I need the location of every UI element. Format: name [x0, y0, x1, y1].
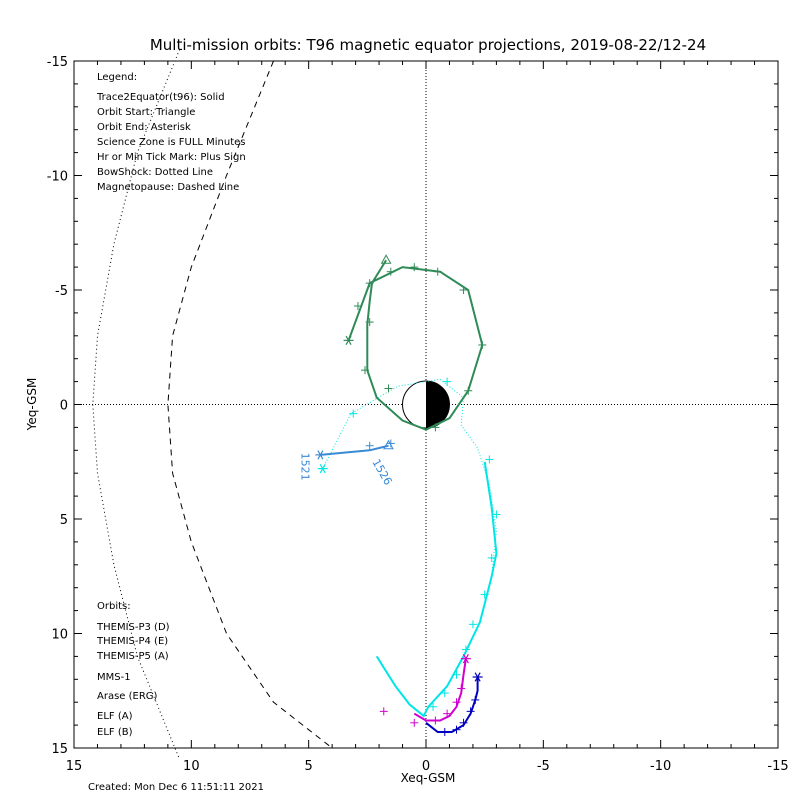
- tick-mark-0-5: [478, 340, 487, 349]
- orbit-item-themis-p3: THEMIS-P3 (D): [96, 622, 170, 633]
- series-themis-p3-d-solid: [375, 461, 498, 718]
- orbits-heading: Orbits:: [97, 601, 131, 612]
- earth-symbol: [402, 380, 450, 429]
- legend-line-orbit-end: Orbit End: Asterisk: [97, 122, 191, 133]
- series-themis-p4-e: [425, 677, 479, 733]
- tick-mark-0-4: [459, 286, 468, 294]
- legend-line-orbit-start: Orbit Start: Triangle: [97, 107, 195, 118]
- tick-mark-1-7: [461, 645, 470, 654]
- tick-mark-0-2: [410, 263, 419, 272]
- end-marker-themis-p3-d: [317, 463, 328, 474]
- orbit-item-arase: Arase (ERG): [97, 691, 158, 702]
- tick-mark-3-0: [440, 727, 449, 736]
- legend: Legend: Trace2Equator(t96): Solid Orbit …: [96, 72, 246, 193]
- tick-mark-1-5: [480, 590, 489, 599]
- tick-mark-0-1: [386, 267, 395, 276]
- tick-mark-1-3: [492, 510, 501, 519]
- legend-line-science-zone: Science Zone is FULL Minutes: [97, 137, 246, 148]
- tick-mark-0-8: [384, 384, 393, 393]
- y-tick-label: -5: [55, 284, 68, 299]
- magnetopause-line: [167, 60, 333, 749]
- tick-mark-0-3: [433, 267, 442, 276]
- tick-mark-1-6: [468, 620, 477, 629]
- tick-mark-1-4: [487, 553, 496, 562]
- tick-mark-2-1: [410, 718, 419, 727]
- x-tick-label: 15: [66, 759, 83, 774]
- tick-mark-0-9: [365, 318, 374, 327]
- y-axis-title: Yeq-GSM: [25, 378, 39, 432]
- legend-heading: Legend:: [97, 72, 137, 83]
- tick-mark-1-2: [485, 455, 494, 464]
- tick-mark-4-0: [365, 441, 374, 450]
- end-marker-themis-p4-e: [472, 672, 483, 682]
- tick-mark-2-4: [452, 698, 461, 707]
- tick-mark-0-6: [464, 386, 473, 395]
- orbit-item-elf-b: ELF (B): [97, 727, 133, 738]
- y-tick-label: 0: [60, 399, 68, 414]
- tick-mark-0-7: [431, 423, 440, 432]
- tick-mark-4-1: [386, 439, 395, 448]
- y-tick-label: -10: [47, 170, 68, 185]
- time-annotation-1521: 1521: [299, 453, 312, 481]
- x-axis-title: Xeq-GSM: [401, 771, 456, 785]
- axes: 15 10 5 0 -5 -10 -15 -15 -10 -5 0 5 10 15: [47, 55, 789, 774]
- orbit-item-elf-a: ELF (A): [97, 711, 133, 722]
- orbits-legend: Orbits: THEMIS-P3 (D) THEMIS-P4 (E) THEM…: [96, 601, 170, 738]
- x-tick-label: -10: [650, 759, 671, 774]
- tick-mark-2-5: [457, 684, 466, 693]
- end-marker-arase-erg: [343, 335, 354, 346]
- tick-mark-1-8: [452, 670, 461, 679]
- tick-mark-2-3: [443, 709, 452, 718]
- created-footer: Created: Mon Dec 6 11:51:11 2021: [88, 782, 264, 793]
- orbit-item-themis-p4: THEMIS-P4 (E): [96, 636, 168, 647]
- series-arase-erg: [347, 259, 484, 431]
- end-marker-themis-p5-a: [460, 654, 471, 664]
- x-tick-label: 10: [183, 759, 200, 774]
- legend-line-tick-mark: Hr or Min Tick Mark: Plus Sign: [97, 152, 246, 163]
- tick-mark-1-1: [443, 377, 452, 386]
- tick-mark-0-11: [353, 302, 362, 311]
- tick-mark-3-2: [459, 718, 468, 727]
- tick-mark-3-4: [471, 695, 480, 704]
- start-marker-elf-a: [383, 439, 394, 450]
- chart-title: Multi-mission orbits: T96 magnetic equat…: [150, 36, 706, 54]
- series-themis-p5-a: [413, 658, 467, 722]
- tick-mark-1-10: [429, 702, 438, 711]
- x-tick-label: -15: [767, 759, 788, 774]
- tick-mark-1-0: [349, 409, 358, 418]
- end-marker-elf-a: [315, 450, 326, 460]
- tick-mark-0-0: [365, 279, 374, 288]
- x-tick-label: -5: [537, 759, 550, 774]
- legend-line-magnetopause: Magnetopause: Dashed Line: [97, 182, 239, 193]
- bow-shock-line: [92, 49, 181, 760]
- boundaries: [92, 49, 333, 760]
- series-elf-a: [320, 444, 389, 456]
- orbit-item-mms-1: MMS-1: [97, 672, 131, 683]
- earth-night-side: [426, 381, 450, 428]
- y-tick-label: 15: [51, 742, 68, 757]
- tick-mark-1-9: [440, 689, 449, 698]
- y-tick-label: -15: [47, 55, 68, 70]
- tick-mark-2-2: [431, 716, 440, 725]
- legend-line-trace: Trace2Equator(t96): Solid: [96, 92, 225, 103]
- tick-mark-3-1: [452, 725, 461, 734]
- tick-mark-3-3: [466, 707, 475, 716]
- orbit-item-themis-p5: THEMIS-P5 (A): [96, 651, 169, 662]
- x-tick-label: 0: [422, 759, 430, 774]
- y-tick-label: 10: [51, 628, 68, 643]
- legend-line-bowshock: BowShock: Dotted Line: [97, 167, 213, 178]
- x-tick-label: 5: [305, 759, 313, 774]
- y-tick-label: 5: [60, 513, 68, 528]
- tick-mark-2-0: [379, 707, 388, 716]
- tick-mark-0-10: [360, 366, 369, 375]
- start-marker-arase-erg: [380, 254, 392, 264]
- orbit-series: [320, 259, 498, 733]
